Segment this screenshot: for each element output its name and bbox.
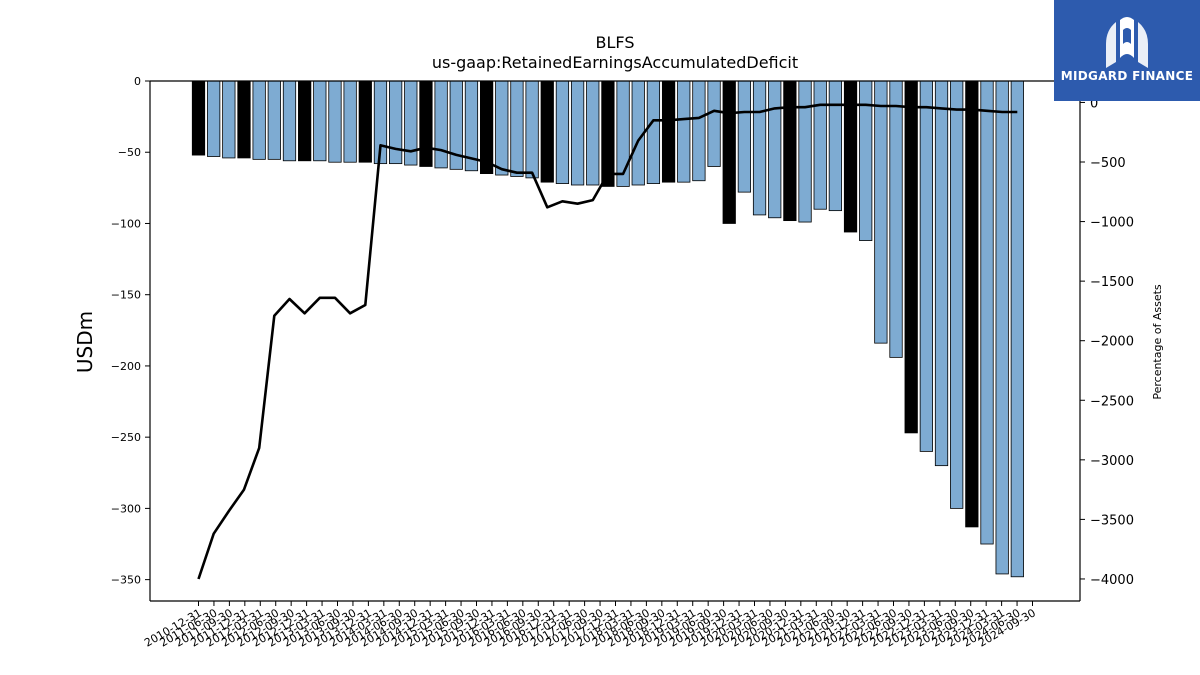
bar bbox=[783, 80, 797, 222]
y2-tick-label: −3500 bbox=[1090, 513, 1134, 528]
bar bbox=[768, 80, 782, 219]
bar bbox=[828, 80, 842, 212]
y-tick-label: −300 bbox=[111, 502, 141, 515]
bar bbox=[601, 80, 615, 187]
brand-logo: MIDGARD FINANCE bbox=[1054, 0, 1200, 101]
bar bbox=[692, 80, 706, 182]
bar bbox=[950, 80, 964, 509]
y2-tick-label: −2000 bbox=[1090, 335, 1134, 350]
bar bbox=[525, 80, 539, 179]
y-tick-label: −50 bbox=[118, 146, 141, 159]
bar bbox=[874, 80, 888, 344]
bar bbox=[313, 80, 327, 162]
bar bbox=[889, 80, 903, 358]
y2-tick-label: −3000 bbox=[1090, 454, 1134, 469]
bar bbox=[616, 80, 630, 187]
bar bbox=[389, 80, 403, 165]
chart-subtitle: us-gaap:RetainedEarningsAccumulatedDefic… bbox=[432, 53, 798, 72]
brand-name: MIDGARD FINANCE bbox=[1060, 69, 1194, 83]
y2-tick-label: −1000 bbox=[1090, 216, 1134, 231]
bar bbox=[646, 80, 661, 184]
bar bbox=[707, 80, 721, 167]
bar bbox=[191, 80, 206, 156]
bar bbox=[965, 80, 979, 528]
y-tick-label: 0 bbox=[134, 75, 141, 88]
bar bbox=[222, 80, 236, 159]
y-tick-label: −200 bbox=[111, 360, 141, 373]
bar bbox=[919, 80, 933, 452]
bar bbox=[495, 80, 509, 176]
bar bbox=[298, 80, 312, 162]
bar bbox=[328, 80, 342, 163]
y-axis-label: USDm bbox=[73, 311, 97, 373]
bar bbox=[343, 80, 357, 163]
bar bbox=[555, 80, 570, 184]
bar bbox=[995, 80, 1009, 575]
series-line bbox=[197, 103, 1018, 580]
y2-tick-label: −4000 bbox=[1090, 573, 1134, 588]
y-tick-label: −350 bbox=[111, 574, 141, 587]
bar bbox=[358, 80, 372, 163]
y-tick-label: −150 bbox=[111, 289, 141, 302]
line-group bbox=[197, 103, 1018, 580]
bar bbox=[586, 80, 600, 186]
bar bbox=[570, 80, 585, 186]
bar bbox=[798, 80, 812, 223]
y2-axis-ticks: 0 −500 −1000 −1500 −2000 −2500 −3000 −3500 −4000 bbox=[1080, 96, 1134, 588]
y2-tick-label: 0 bbox=[1090, 96, 1098, 111]
bar bbox=[207, 80, 221, 157]
bar bbox=[677, 80, 691, 183]
y-axis-ticks: 0 −50 −100 −150 −200 −250 −300 −350 bbox=[111, 75, 150, 587]
bar bbox=[934, 80, 949, 467]
midgard-logo-icon bbox=[1106, 17, 1148, 68]
bar bbox=[722, 80, 736, 224]
y2-tick-label: −1500 bbox=[1090, 275, 1134, 290]
bar bbox=[419, 80, 433, 167]
y2-tick-label: −500 bbox=[1090, 156, 1126, 171]
y2-tick-label: −2500 bbox=[1090, 394, 1134, 409]
bar bbox=[252, 80, 266, 160]
x-axis-ticks: 2010-12-312011-06-302011-09-302011-12-31… bbox=[142, 601, 1038, 650]
bar bbox=[237, 80, 251, 159]
bar bbox=[434, 80, 448, 169]
bar bbox=[813, 80, 827, 210]
bar bbox=[540, 80, 554, 183]
y-tick-label: −250 bbox=[111, 431, 141, 444]
y-tick-label: −100 bbox=[111, 217, 141, 230]
y2-axis-label: Percentage of Assets bbox=[1151, 284, 1164, 400]
bar bbox=[980, 80, 994, 545]
bar bbox=[661, 80, 676, 183]
chart-title: BLFS bbox=[596, 33, 635, 52]
bar bbox=[267, 80, 281, 160]
bar bbox=[737, 80, 752, 193]
bar bbox=[752, 80, 767, 216]
bar bbox=[904, 80, 918, 434]
bar bbox=[282, 80, 297, 162]
bar-group bbox=[191, 80, 1024, 578]
bar bbox=[1010, 80, 1024, 578]
bar bbox=[510, 80, 524, 177]
